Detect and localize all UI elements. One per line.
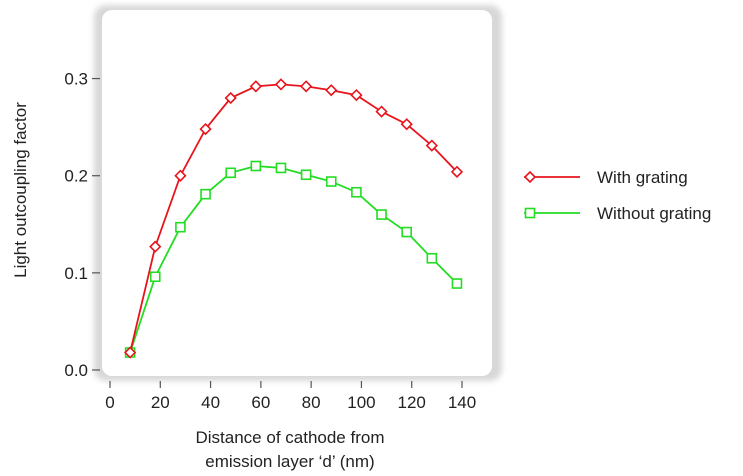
- x-tick-label: 0: [105, 393, 114, 412]
- y-axis-title: Light outcoupling factor: [11, 102, 30, 278]
- data-point: [300, 169, 312, 181]
- legend-label: Without grating: [597, 204, 711, 223]
- x-axis-title-line2: emission layer ‘d’ (nm): [205, 452, 374, 471]
- data-point: [425, 139, 438, 152]
- series-1: [123, 78, 464, 359]
- series-line: [129, 83, 458, 353]
- y-tick-label: 0.0: [64, 361, 88, 380]
- data-point: [175, 221, 186, 233]
- x-tick-label: 120: [398, 393, 426, 412]
- x-tick-label: 100: [347, 393, 375, 412]
- legend-label: With grating: [597, 168, 688, 187]
- data-point: [274, 78, 288, 91]
- data-point: [123, 346, 137, 359]
- legend-item: Without grating: [524, 204, 711, 223]
- x-axis-title-line1: Distance of cathode from: [196, 428, 385, 447]
- data-point: [149, 271, 161, 283]
- data-point: [350, 88, 363, 102]
- data-point: [174, 169, 187, 182]
- y-tick-label: 0.3: [64, 70, 88, 89]
- data-point: [225, 167, 236, 179]
- data-point: [250, 160, 262, 172]
- data-point: [325, 176, 337, 187]
- data-point: [275, 162, 287, 174]
- series-layer: [123, 78, 464, 359]
- data-point: [299, 80, 313, 93]
- y-tick-label: 0.1: [64, 264, 88, 283]
- data-point: [451, 278, 463, 289]
- data-point: [376, 209, 387, 220]
- legend: With grating Without grating: [523, 168, 711, 223]
- data-point: [401, 226, 412, 238]
- plot-panel: [94, 5, 502, 381]
- data-point: [200, 188, 211, 200]
- data-point: [199, 122, 212, 136]
- x-tick-label: 140: [448, 393, 476, 412]
- axes: 0 20 40 60 80 100 120 140 0.0 0.1 0.2 0.3: [64, 70, 476, 412]
- y-tick-label: 0.2: [64, 167, 88, 186]
- x-tick-label: 20: [151, 393, 170, 412]
- x-tick-label: 40: [201, 393, 220, 412]
- legend-marker: [523, 170, 537, 184]
- legend-marker: [524, 207, 536, 219]
- data-point: [249, 80, 262, 93]
- x-tick-label: 80: [302, 393, 321, 412]
- data-point: [351, 186, 362, 198]
- data-point: [325, 84, 338, 97]
- data-point: [375, 105, 388, 118]
- data-point: [400, 118, 413, 131]
- legend-item: With grating: [523, 168, 688, 187]
- data-point: [149, 240, 162, 253]
- data-point: [450, 165, 464, 178]
- data-point: [224, 91, 237, 105]
- x-tick-label: 60: [251, 393, 270, 412]
- data-point: [426, 252, 438, 264]
